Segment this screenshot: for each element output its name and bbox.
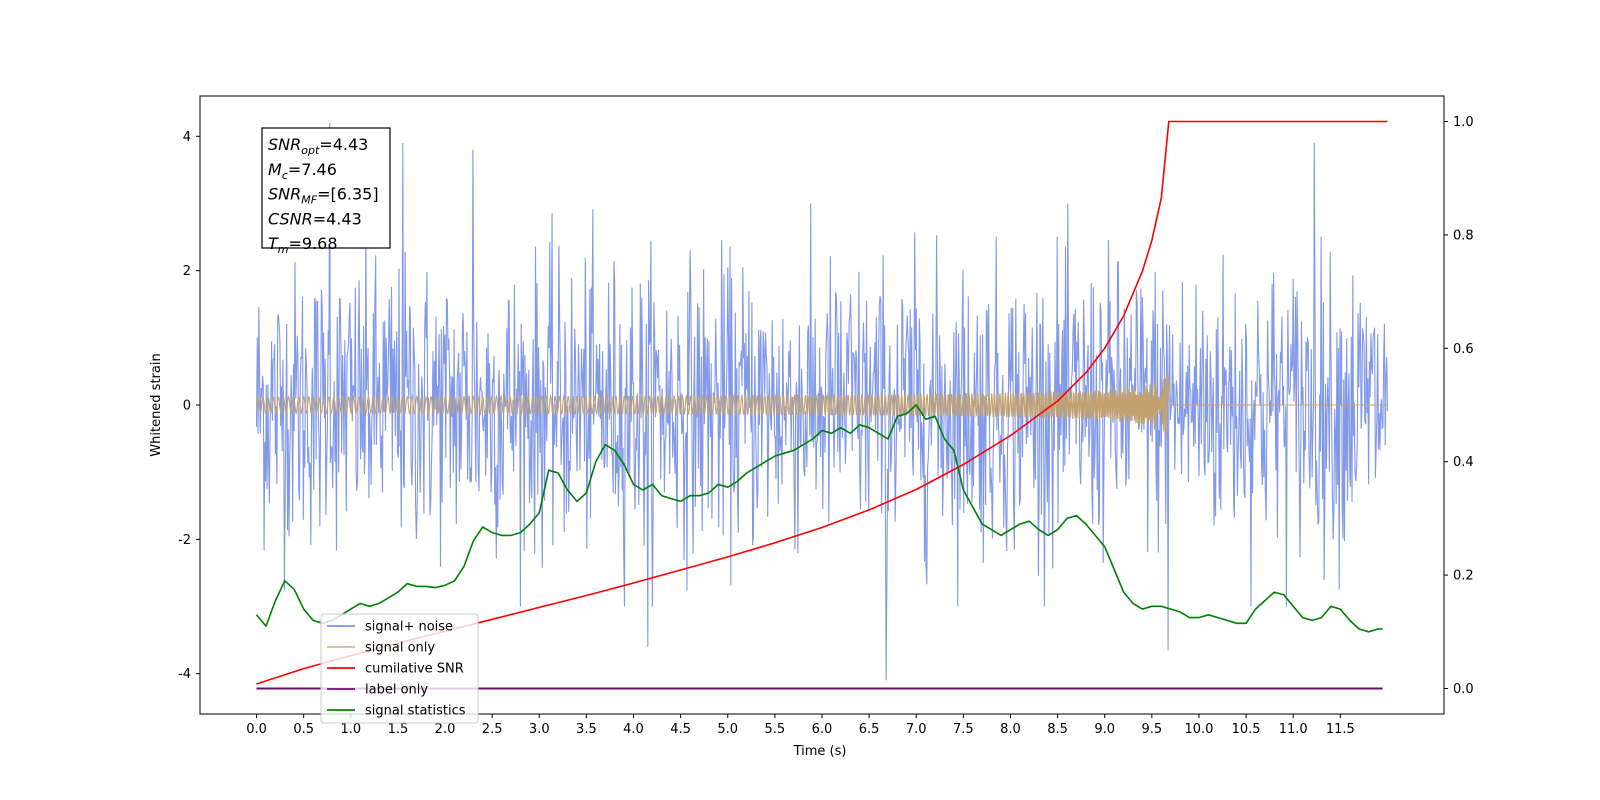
- x-tick-label: 11.0: [1279, 722, 1308, 737]
- x-tick-label: 3.0: [529, 722, 550, 737]
- info-line: SNRopt=4.43: [268, 135, 368, 157]
- signal-only-line: [255, 372, 1388, 437]
- y-axis-label: Whitened strain: [149, 353, 164, 456]
- x-tick-label: 3.5: [576, 722, 597, 737]
- x-tick-label: 8.5: [1047, 722, 1068, 737]
- legend-label: label only: [365, 683, 428, 698]
- x-tick-label: 0.0: [246, 722, 267, 737]
- legend-label: cumilative SNR: [365, 662, 464, 677]
- y2-tick-label: 0.0: [1453, 682, 1474, 697]
- y-tick-label: -2: [178, 533, 191, 548]
- y2-tick-label: 0.2: [1453, 569, 1474, 584]
- axes: 0.0 0.5 1.0 1.5 2.0 2.5 3.0 3.5 4.0 4.5 5.0 5.5 6.0 6…: [178, 115, 1474, 737]
- y-tick-label: 4: [183, 130, 191, 145]
- x-tick-label: 9.5: [1142, 722, 1163, 737]
- y2-tick-label: 0.6: [1453, 342, 1474, 357]
- info-line: Mc=7.46: [268, 160, 337, 182]
- x-tick-label: 7.0: [906, 722, 927, 737]
- x-tick-label: 6.5: [859, 722, 880, 737]
- x-tick-label: 8.0: [1000, 722, 1021, 737]
- x-axis-label: Time (s): [793, 744, 847, 759]
- x-tick-label: 5.0: [717, 722, 738, 737]
- x-tick-label: 4.5: [670, 722, 691, 737]
- y2-tick-label: 1.0: [1453, 115, 1474, 130]
- x-tick-label: 4.0: [623, 722, 644, 737]
- info-line: Tm=9.68: [268, 234, 338, 256]
- x-tick-label: 11.5: [1326, 722, 1355, 737]
- signal-statistics-line: [255, 404, 1383, 633]
- x-tick-label: 7.5: [953, 722, 974, 737]
- y2-tick-label: 0.8: [1453, 228, 1474, 243]
- legend: signal+ noise signal only cumilative SNR la…: [320, 613, 479, 724]
- legend-label: signal statistics: [365, 704, 466, 719]
- y-tick-label: 2: [183, 264, 191, 279]
- y2-tick-label: 0.4: [1453, 455, 1474, 470]
- signal-noise-line: [255, 122, 1389, 681]
- x-tick-label: 0.5: [293, 722, 314, 737]
- cumulative-snr-line: [256, 120, 1388, 685]
- x-tick-label: 2.5: [482, 722, 503, 737]
- info-line: CSNR=4.43: [268, 209, 362, 228]
- info-line: SNRMF=[6.35]: [268, 185, 379, 207]
- legend-frame: [320, 613, 479, 724]
- x-tick-label: 1.5: [388, 722, 409, 737]
- x-tick-label: 5.5: [765, 722, 786, 737]
- x-tick-label: 9.0: [1094, 722, 1115, 737]
- legend-label: signal only: [365, 641, 435, 656]
- info-box: SNRopt=4.43 Mc=7.46 SNRMF=[6.35] CSNR=4.43 T…: [261, 127, 391, 256]
- x-tick-label: 6.0: [812, 722, 833, 737]
- x-tick-label: 1.0: [340, 722, 361, 737]
- x-tick-label: 2.0: [435, 722, 456, 737]
- x-tick-label: 10.0: [1184, 722, 1213, 737]
- y-tick-label: 0: [183, 399, 191, 414]
- y-tick-label: -4: [178, 667, 191, 682]
- legend-label: signal+ noise: [365, 620, 453, 635]
- info-box-frame: [261, 127, 391, 249]
- x-tick-label: 10.5: [1232, 722, 1261, 737]
